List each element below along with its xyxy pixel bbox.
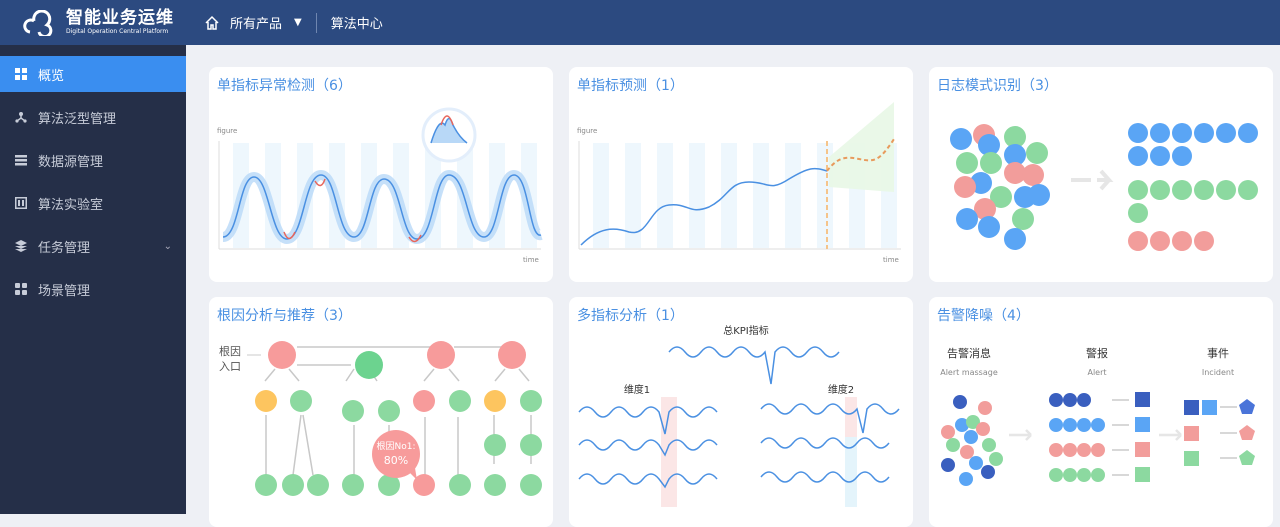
card-single-anomaly[interactable]: figure time 单指标异常检测（6） xyxy=(209,67,553,282)
cloud-logo-icon xyxy=(23,9,53,36)
incident-en: Incident xyxy=(1202,368,1234,377)
sidebar-item-datasource[interactable]: 数据源管理 xyxy=(0,142,186,178)
logo[interactable]: 智能业务运维 Digital Operation Central Platfor… xyxy=(22,9,174,36)
card-title[interactable]: 多指标分析（1） xyxy=(577,308,684,324)
list-icon xyxy=(15,154,27,166)
anomaly-illustration: figure time xyxy=(217,107,543,264)
dimension-1-label: 维度1 xyxy=(624,383,650,396)
sidebar-item-label: 算法泛型管理 xyxy=(38,111,117,127)
all-products-dropdown[interactable]: 所有产品 xyxy=(230,17,283,32)
root-bubble-label: 根因No1: xyxy=(377,440,416,452)
sidebar-item-scenes[interactable]: 场景管理 xyxy=(0,271,186,307)
x-axis-label: time xyxy=(523,256,539,264)
card-multi-indicator[interactable]: 总KPI指标 维度1 维度2 多指标分析（1） xyxy=(569,297,913,527)
alert-label: 警报 xyxy=(1086,346,1108,360)
sidebar-item-label: 任务管理 xyxy=(38,240,91,256)
sidebar-item-label: 数据源管理 xyxy=(38,154,104,170)
caret-down-icon[interactable]: ▼ xyxy=(294,17,302,28)
card-title[interactable]: 根因分析与推荐（3） xyxy=(217,308,352,324)
top-header: 智能业务运维 Digital Operation Central Platfor… xyxy=(0,0,1280,45)
multi-indicator-illustration: 总KPI指标 维度1 维度2 xyxy=(578,324,900,507)
log-pattern-illustration xyxy=(950,123,1258,251)
y-axis-label: figure xyxy=(577,127,597,135)
dimension-2-label: 维度2 xyxy=(828,383,854,396)
card-single-forecast[interactable]: figure time 单指标预测（1） xyxy=(569,67,913,282)
kpi-label: 总KPI指标 xyxy=(723,324,769,337)
card-log-pattern[interactable]: 日志模式识别（3） xyxy=(929,67,1273,282)
algo-center-link[interactable]: 算法中心 xyxy=(330,17,383,32)
forecast-illustration: figure time xyxy=(577,102,901,264)
card-title[interactable]: 告警降噪（4） xyxy=(937,308,1030,324)
sidebar: 概览 算法泛型管理 数据源管理 算法实验室 任务管理 ⌄ 场景管理 xyxy=(0,45,186,514)
app-subtitle: Digital Operation Central Platform xyxy=(66,28,169,35)
card-title[interactable]: 单指标预测（1） xyxy=(577,78,684,94)
root-entry-label-2: 入口 xyxy=(219,360,241,373)
grid-icon xyxy=(15,68,27,80)
y-axis-label: figure xyxy=(217,127,237,135)
alert-en: Alert xyxy=(1087,368,1106,377)
alert-noise-illustration: 告警消息 Alert massage 警报 Alert 事件 Incident xyxy=(940,346,1255,486)
sidebar-item-label: 场景管理 xyxy=(38,283,91,299)
lab-icon xyxy=(15,197,27,209)
root-bubble-value: 80% xyxy=(384,454,408,467)
card-alert-noise-reduction[interactable]: 告警消息 Alert massage 警报 Alert 事件 Incident … xyxy=(929,297,1273,527)
x-axis-label: time xyxy=(883,256,899,264)
home-icon xyxy=(205,15,219,30)
card-root-cause[interactable]: 根因 入口 根因No1: 80% 根因分析与推荐（3） xyxy=(209,297,553,527)
hierarchy-icon xyxy=(15,111,27,123)
sidebar-item-overview[interactable]: 概览 xyxy=(0,56,186,92)
home-button[interactable] xyxy=(204,15,220,31)
incident-label: 事件 xyxy=(1207,347,1229,360)
alert-message-en: Alert massage xyxy=(940,368,998,377)
layers-icon xyxy=(15,240,27,252)
sidebar-item-label: 算法实验室 xyxy=(38,197,104,213)
root-cause-illustration: 根因 入口 根因No1: 80% xyxy=(219,341,542,496)
card-title[interactable]: 单指标异常检测（6） xyxy=(217,78,352,94)
sidebar-item-label: 概览 xyxy=(38,68,65,84)
chevron-down-icon[interactable]: ⌄ xyxy=(163,240,172,252)
apps-icon xyxy=(15,283,27,295)
divider xyxy=(315,12,317,33)
app-title: 智能业务运维 xyxy=(66,8,174,28)
sidebar-item-algorithm-generic[interactable]: 算法泛型管理 xyxy=(0,99,186,135)
root-entry-label: 根因 xyxy=(219,344,241,358)
card-title[interactable]: 日志模式识别（3） xyxy=(937,78,1058,94)
sidebar-item-lab[interactable]: 算法实验室 xyxy=(0,185,186,221)
sidebar-item-tasks[interactable]: 任务管理 ⌄ xyxy=(0,228,186,264)
alert-message-label: 告警消息 xyxy=(947,346,991,360)
